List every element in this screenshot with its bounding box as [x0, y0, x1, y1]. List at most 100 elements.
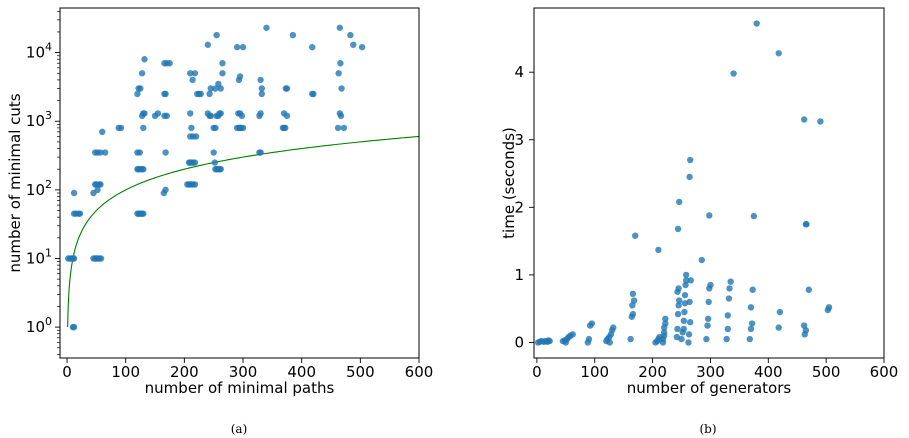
data-point: [187, 70, 194, 77]
data-point: [336, 24, 344, 31]
data-point: [282, 124, 289, 132]
data-point: [191, 70, 199, 77]
data-point: [698, 256, 705, 264]
data-point: [630, 297, 638, 304]
data-point: [746, 335, 753, 343]
data-point: [610, 324, 617, 331]
caption-a: (a): [231, 422, 248, 436]
data-point: [70, 323, 78, 331]
data-point: [775, 324, 782, 331]
data-point: [219, 70, 226, 77]
data-point: [338, 85, 345, 92]
data-point: [140, 124, 147, 132]
data-point: [629, 310, 637, 318]
data-point: [204, 41, 212, 48]
data-point: [747, 304, 755, 311]
data-point: [283, 112, 291, 120]
data-point: [138, 70, 146, 77]
x-tick-label: 500: [812, 363, 841, 381]
data-point: [238, 112, 246, 120]
data-point: [686, 298, 693, 306]
data-point: [206, 90, 213, 98]
data-point: [350, 41, 357, 48]
data-point: [585, 335, 593, 343]
data-point: [197, 90, 204, 98]
data-point: [659, 339, 667, 346]
data-point: [662, 320, 669, 327]
data-point: [70, 189, 78, 197]
reference-curve: [67, 135, 420, 328]
data-point: [724, 325, 731, 333]
data-point: [678, 335, 685, 343]
data-point: [97, 255, 105, 262]
x-tick-label: 200: [170, 363, 199, 381]
data-point: [337, 112, 345, 120]
data-point: [335, 70, 342, 77]
y-tick-label: 100: [26, 315, 52, 336]
data-point: [674, 325, 681, 333]
data-point: [706, 212, 713, 219]
data-point: [660, 329, 668, 336]
data-point: [97, 181, 104, 188]
data-point: [236, 73, 244, 80]
data-point: [680, 317, 688, 325]
data-point: [629, 290, 637, 298]
data-point: [257, 76, 264, 84]
data-point: [803, 221, 810, 228]
plot-frame: [533, 7, 885, 359]
data-point: [140, 210, 147, 217]
data-point: [681, 308, 688, 316]
data-point: [726, 285, 733, 292]
data-point: [239, 43, 247, 51]
x-tick-label: 100: [580, 363, 609, 381]
data-point: [192, 133, 200, 140]
plot-frame: [59, 7, 420, 359]
data-point: [310, 90, 317, 98]
y-tick-label: 0: [514, 333, 524, 351]
data-point: [676, 297, 683, 304]
y-tick-label: 1: [514, 266, 524, 284]
y-tick-label: 103: [26, 109, 52, 130]
data-point: [704, 315, 712, 323]
data-point: [705, 298, 712, 306]
data-point: [704, 322, 711, 329]
data-point: [358, 43, 366, 51]
data-point: [674, 310, 682, 318]
data-point: [627, 335, 634, 343]
data-point: [117, 124, 125, 132]
x-tick-label: 400: [287, 363, 316, 381]
data-point: [682, 271, 690, 279]
data-point: [753, 20, 760, 27]
x-axis-label: number of generators: [627, 379, 792, 397]
data-point: [141, 56, 148, 63]
data-point: [748, 320, 756, 327]
data-point: [309, 43, 316, 51]
data-point: [703, 335, 710, 343]
x-tick-label: 600: [405, 363, 434, 381]
data-point: [263, 24, 270, 31]
data-point: [154, 110, 162, 117]
data-point: [219, 60, 226, 67]
data-point: [562, 339, 570, 346]
x-tick-label: 400: [754, 363, 783, 381]
data-point: [207, 112, 214, 120]
data-point: [606, 339, 613, 346]
data-point: [750, 212, 758, 220]
x-tick-label: 200: [638, 363, 667, 381]
data-point: [727, 278, 734, 285]
data-point: [191, 159, 199, 166]
x-tick-label: 0: [532, 363, 542, 381]
data-point: [162, 90, 169, 98]
data-point: [283, 85, 291, 92]
data-point: [632, 232, 639, 239]
y-axis-label: number of minimal cuts: [6, 93, 24, 272]
data-point: [97, 149, 104, 156]
data-point: [687, 318, 694, 326]
data-point: [189, 76, 196, 84]
data-point: [337, 60, 344, 67]
data-point: [187, 110, 194, 117]
data-point: [675, 302, 682, 309]
data-point: [99, 128, 106, 136]
data-point: [725, 295, 733, 302]
data-point: [685, 339, 692, 346]
